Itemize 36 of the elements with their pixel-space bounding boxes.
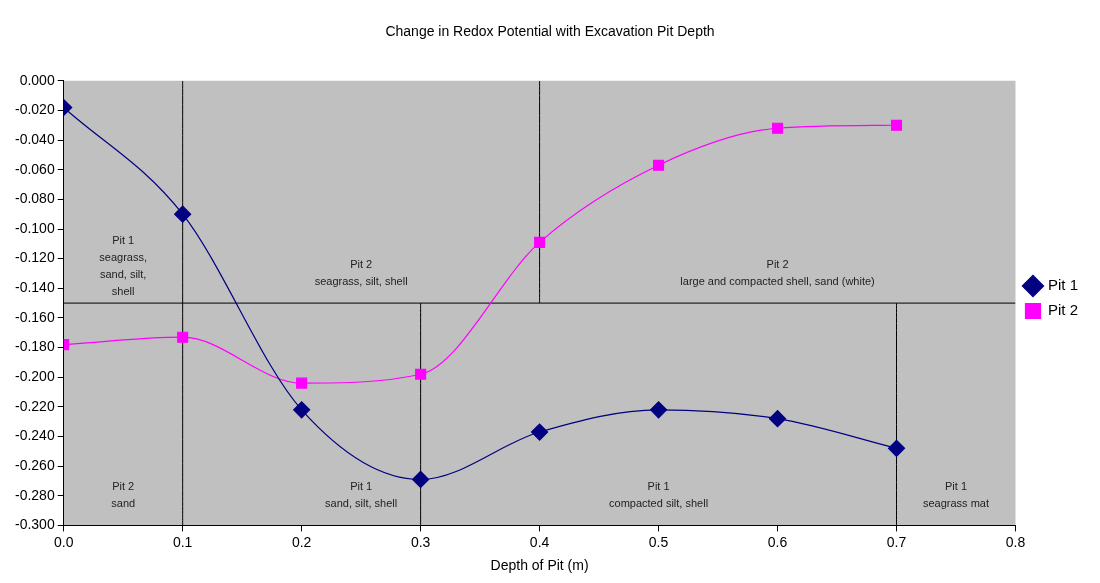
- x-tick-label: 0.4: [529, 533, 550, 550]
- legend-label: Pit 1: [1047, 276, 1078, 294]
- annotation: Pit 2 sand: [111, 480, 136, 510]
- y-tick-label: -0.260: [14, 456, 55, 473]
- y-tick-label: -0.220: [14, 397, 55, 414]
- x-tick-label: 0.8: [1005, 533, 1026, 550]
- annotation: Pit 1 seagrass mat: [922, 480, 990, 510]
- y-tick-label: -0.140: [14, 279, 55, 296]
- y-tick-label: -0.280: [14, 486, 55, 503]
- legend-label: Pit 2: [1047, 301, 1078, 319]
- x-tick-label: 0.6: [767, 533, 788, 550]
- y-tick-label: -0.120: [14, 249, 55, 266]
- x-tick-label: 0.1: [172, 533, 193, 550]
- y-tick-label: -0.040: [14, 130, 55, 147]
- x-tick-label: 0.0: [53, 533, 74, 550]
- annotation: Pit 1 seagrass, sand, silt, shell: [99, 233, 148, 297]
- y-tick-label: -0.100: [14, 219, 55, 236]
- x-axis-title: Depth of Pit (m): [490, 557, 589, 574]
- x-tick-label: 0.2: [291, 533, 312, 550]
- y-tick-label: -0.060: [14, 160, 55, 177]
- x-tick-label: 0.7: [886, 533, 907, 550]
- chart-title: Change in Redox Potential with Excavation Pit Depth: [385, 23, 715, 40]
- annotation: Pit 2 seagrass, silt, shell: [314, 257, 408, 287]
- y-tick-label: -0.020: [14, 101, 55, 118]
- y-tick-label: -0.180: [14, 338, 55, 355]
- y-tick-label: -0.160: [14, 308, 55, 325]
- y-tick-label: -0.200: [14, 368, 55, 385]
- x-tick-label: 0.3: [410, 533, 431, 550]
- y-tick-label: -0.240: [14, 427, 55, 444]
- annotation: Pit 1 sand, silt, shell: [325, 480, 398, 510]
- annotation: Pit 1 compacted silt, shell: [609, 480, 709, 510]
- y-tick-label: 0.000: [19, 71, 55, 88]
- x-tick-label: 0.5: [648, 533, 669, 550]
- y-tick-label: -0.080: [14, 190, 55, 207]
- annotation: Pit 2 large and compacted shell, sand (white): [680, 257, 875, 287]
- y-tick-label: -0.300: [14, 516, 55, 533]
